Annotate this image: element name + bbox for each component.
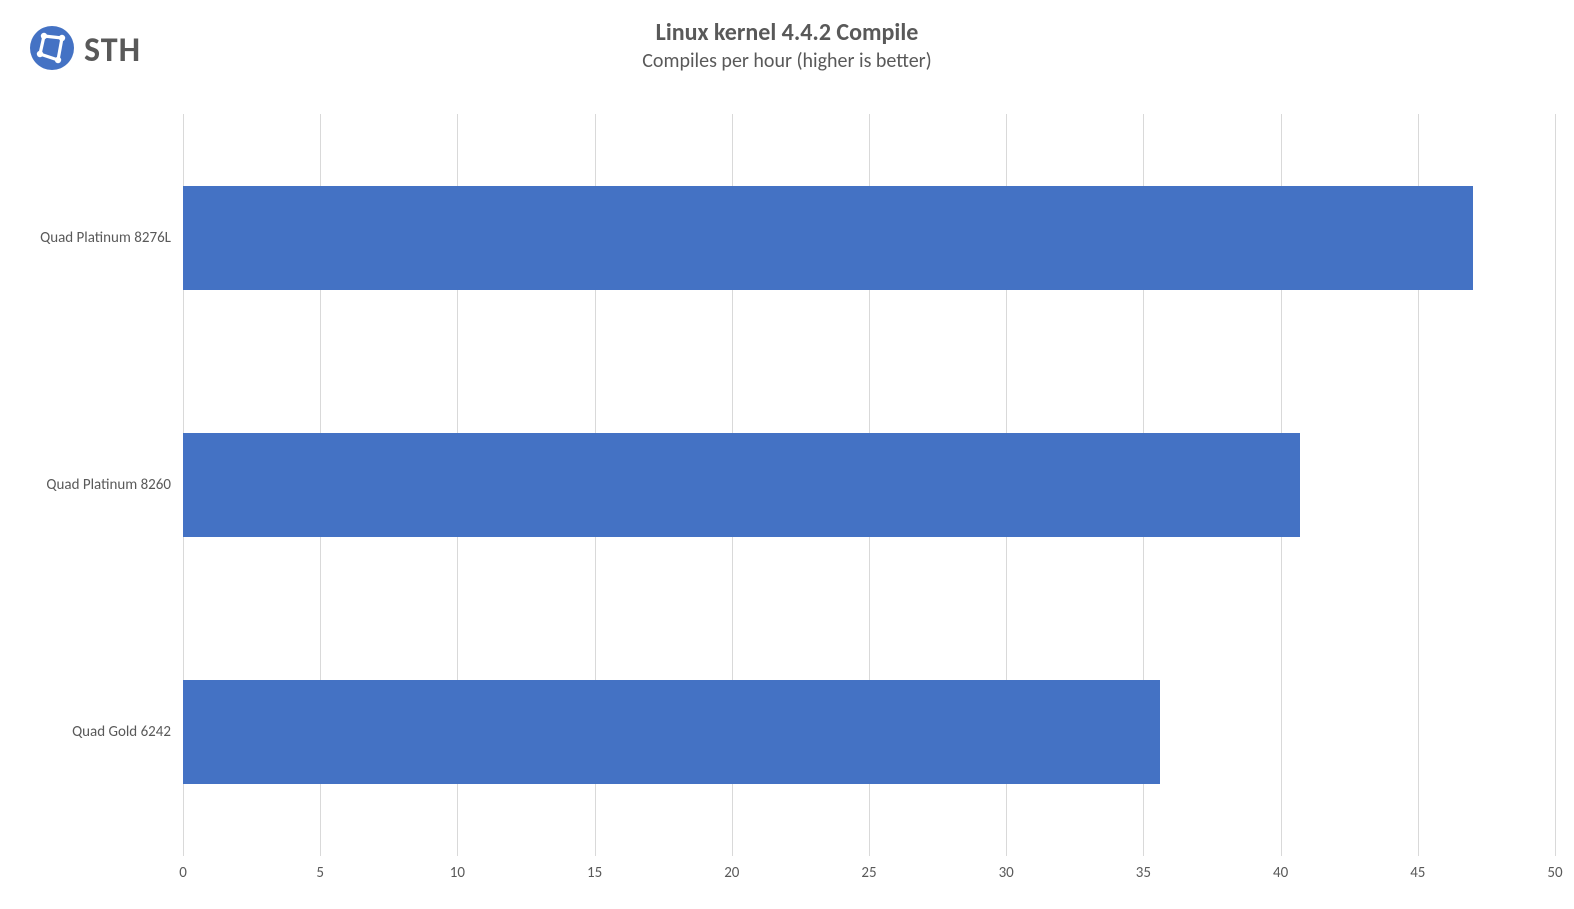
chart-titles: Linux kernel 4.4.2 Compile Compiles per …	[0, 18, 1574, 73]
y-axis-label: Quad Platinum 8276L	[40, 229, 183, 247]
chart-gridline	[1555, 114, 1556, 856]
x-axis-tick: 30	[999, 864, 1014, 882]
x-axis-tick: 25	[861, 864, 876, 882]
y-axis-label: Quad Platinum 8260	[46, 476, 183, 494]
chart-bar	[183, 186, 1473, 290]
x-axis-tick: 20	[724, 864, 739, 882]
x-axis-tick: 35	[1136, 864, 1151, 882]
x-axis-tick: 50	[1547, 864, 1562, 882]
x-axis-tick: 10	[450, 864, 465, 882]
chart-subtitle: Compiles per hour (higher is better)	[0, 49, 1574, 73]
y-axis-label: Quad Gold 6242	[72, 723, 183, 741]
x-axis-tick: 45	[1410, 864, 1425, 882]
x-axis-tick: 0	[179, 864, 187, 882]
x-axis-tick: 40	[1273, 864, 1288, 882]
chart-bar	[183, 433, 1300, 537]
chart-plot-area: 05101520253035404550Quad Platinum 8276LQ…	[183, 114, 1555, 856]
x-axis-tick: 5	[316, 864, 324, 882]
chart-bar	[183, 680, 1160, 784]
chart-title: Linux kernel 4.4.2 Compile	[0, 18, 1574, 47]
x-axis-tick: 15	[587, 864, 602, 882]
